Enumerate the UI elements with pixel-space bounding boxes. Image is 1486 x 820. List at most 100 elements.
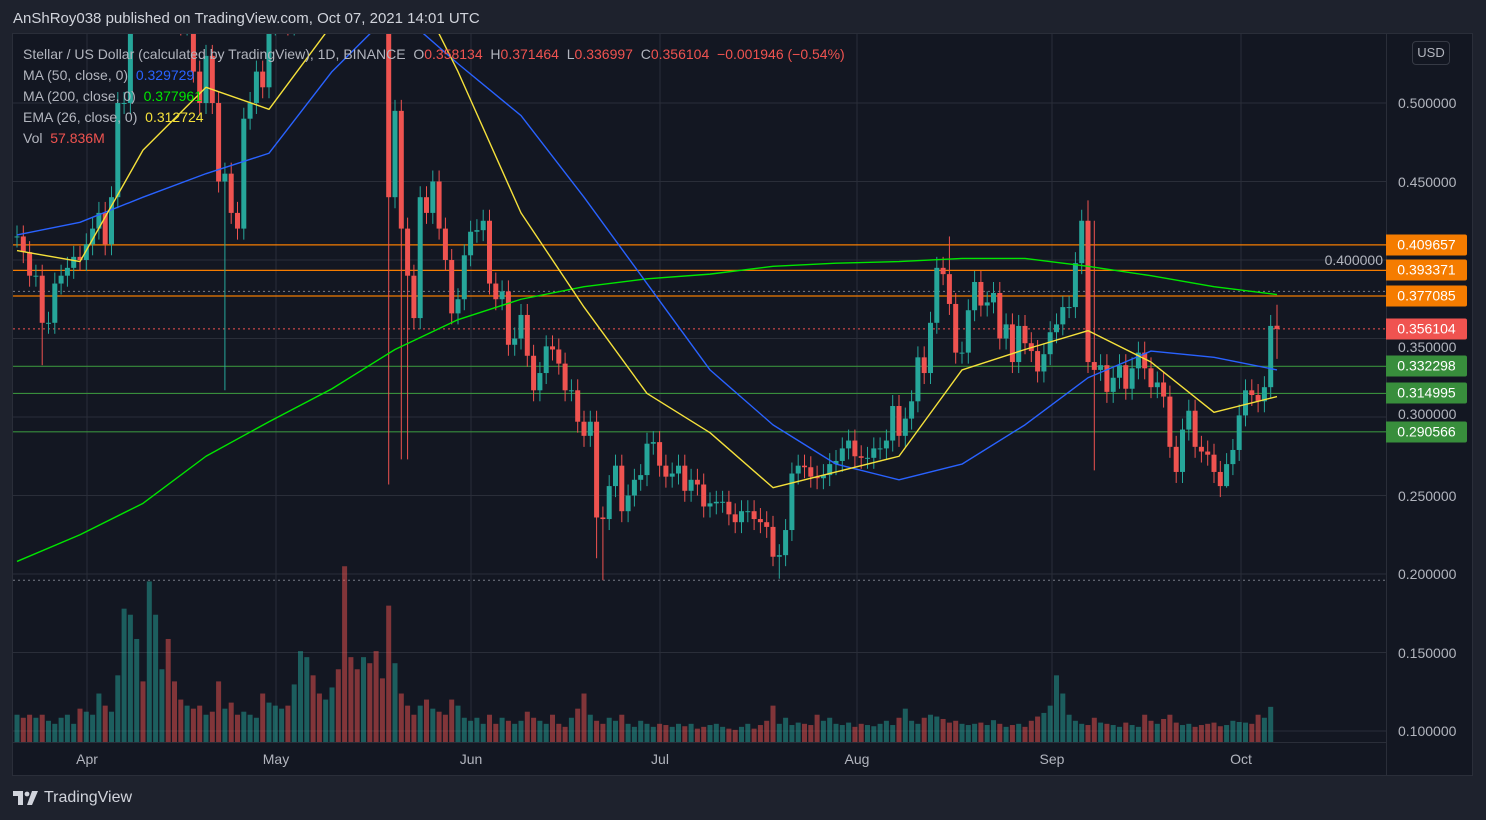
volume-bar [890, 725, 896, 742]
volume-bar [430, 708, 436, 742]
candle-body [46, 322, 51, 324]
candle-body [1098, 365, 1104, 370]
candle [827, 453, 833, 487]
candle [52, 272, 58, 334]
volume-bar [745, 723, 751, 742]
volume-bar [455, 705, 461, 742]
volume-bar [285, 705, 291, 742]
candle [1274, 304, 1280, 359]
candle [417, 186, 423, 330]
volume-bar [1142, 714, 1148, 742]
candle-body [1205, 451, 1211, 455]
candle [1186, 399, 1192, 441]
candle [1129, 357, 1135, 400]
candle-body [1047, 332, 1053, 355]
volume-bar [562, 726, 568, 742]
chart-plot[interactable] [13, 34, 1386, 742]
candle [461, 244, 467, 311]
volume-bar [298, 651, 303, 742]
candle [14, 225, 20, 248]
candle-body [1161, 382, 1167, 397]
volume-bar [883, 720, 889, 742]
volume-bar [216, 681, 222, 742]
volume-bar [739, 726, 744, 742]
candle [883, 429, 889, 460]
legend-volume[interactable]: Vol 57.836M [23, 128, 845, 149]
currency-button[interactable]: USD [1412, 41, 1450, 65]
volume-bar [272, 705, 278, 742]
volume-bar [58, 717, 64, 742]
resistance-level-tag[interactable]: 0.409657 [1386, 234, 1467, 256]
volume-bar [159, 669, 165, 742]
support-level-tag[interactable]: 0.332298 [1386, 355, 1467, 377]
time-tick-label: Jul [651, 751, 669, 767]
legend-ma50[interactable]: MA (50, close, 0) 0.329729 [23, 65, 845, 86]
volume-bar [172, 681, 177, 742]
candle [594, 410, 600, 559]
candle-body [392, 110, 398, 198]
volume-bar [184, 705, 190, 742]
volume-bar [531, 717, 537, 742]
volume-bar [33, 717, 39, 742]
candle-body [266, 34, 272, 88]
symbol-title[interactable]: Stellar / US Dollar (calculated by Tradi… [23, 46, 406, 62]
resistance-level-tag[interactable]: 0.393371 [1386, 259, 1467, 281]
candle-body [720, 501, 726, 503]
candle-body [820, 475, 826, 479]
candle-body [921, 357, 927, 374]
volume-bar [1217, 726, 1223, 742]
volume-bar [657, 723, 663, 742]
support-level-tag[interactable]: 0.314995 [1386, 382, 1467, 404]
candle-body [587, 421, 593, 436]
candle-body [474, 230, 480, 232]
candle [669, 462, 675, 488]
volume-bar [1079, 723, 1085, 742]
candle-body [39, 275, 45, 323]
volume-bar [342, 566, 348, 742]
candle-body [27, 252, 33, 276]
candle-body [1041, 354, 1047, 372]
candle-body [216, 103, 222, 182]
candle-body [568, 390, 574, 392]
candle [1009, 313, 1015, 374]
support-level-tag[interactable]: 0.290566 [1386, 421, 1467, 443]
candle [820, 464, 826, 490]
candle [442, 217, 448, 271]
candle-body [701, 484, 707, 507]
candle-body [713, 501, 719, 504]
volume-bar [1205, 723, 1211, 742]
candle-body [694, 479, 700, 485]
resistance-level-tag[interactable]: 0.377085 [1386, 285, 1467, 307]
volume-bar [367, 663, 373, 742]
candle-body [241, 118, 247, 229]
legend-ma200[interactable]: MA (200, close, 0) 0.377961 [23, 86, 845, 107]
volume-bar [1085, 725, 1091, 742]
volume-bar [972, 723, 978, 742]
candle-body [902, 418, 908, 436]
candle [1192, 399, 1198, 458]
candle-body [978, 281, 984, 306]
legend-ema26[interactable]: EMA (26, close, 0) 0.312724 [23, 107, 845, 128]
candle-body [1129, 368, 1135, 389]
candle [795, 454, 801, 485]
volume-bar [1047, 705, 1053, 742]
candle-body [1236, 415, 1242, 450]
candle [663, 454, 669, 488]
volume-bar [134, 638, 140, 742]
volume-bar [688, 723, 694, 742]
close-value: 0.356104 [650, 46, 710, 62]
volume-bar [1135, 726, 1141, 742]
candle-body [1268, 325, 1274, 388]
volume-bar [1211, 722, 1217, 742]
candle [1098, 354, 1104, 381]
candle [222, 162, 228, 391]
volume-bar [1230, 720, 1236, 742]
candle [1255, 384, 1261, 413]
price-axis-border [1386, 34, 1387, 776]
candle [235, 201, 240, 240]
candle [953, 292, 959, 364]
volume-bar [102, 705, 108, 742]
volume-bar [865, 725, 870, 742]
candle [921, 346, 927, 385]
candle-body [650, 442, 656, 444]
